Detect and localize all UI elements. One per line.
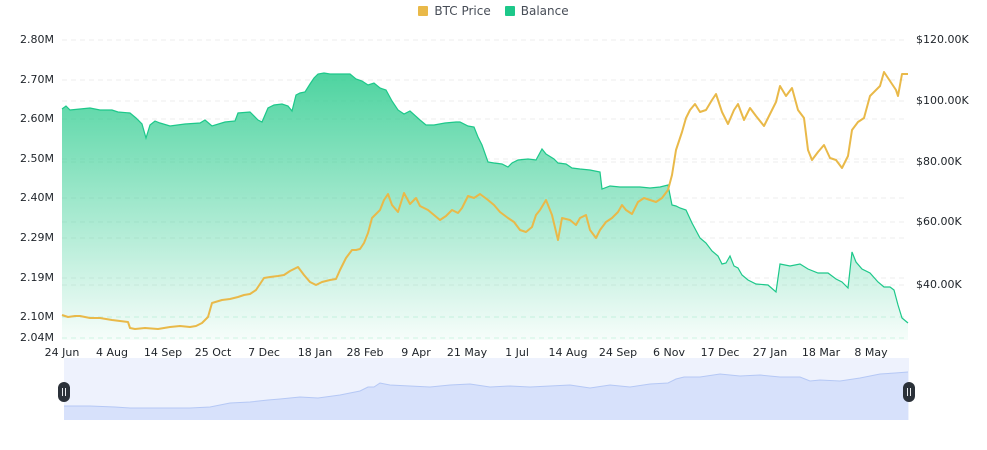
x-tick: 28 Feb [346,346,384,359]
range-slider-start-handle[interactable] [58,382,70,402]
y-tick-left: 2.04M [20,331,54,344]
y-tick-left: 2.40M [20,191,54,204]
chart-legend: BTC Price Balance [0,4,987,18]
x-tick: 18 Mar [801,346,841,359]
x-tick: 17 Dec [700,346,740,359]
range-slider-preview-area [64,372,908,420]
y-tick-left: 2.19M [20,271,54,284]
x-tick: 27 Jan [752,346,788,359]
y-tick-right: $60.00K [916,215,962,228]
y-tick-left: 2.80M [20,33,54,46]
x-tick: 7 Dec [248,346,280,359]
y-tick-right: $120.00K [916,33,969,46]
y-tick-left: 2.50M [20,152,54,165]
x-tick: 25 Oct [194,346,232,359]
legend-item-balance[interactable]: Balance [504,4,569,18]
y-tick-right: $100.00K [916,94,969,107]
legend-label-balance: Balance [520,4,569,18]
x-tick: 21 May [446,346,488,359]
grip-icon [62,388,66,396]
range-slider-end-handle[interactable] [903,382,915,402]
x-tick: 6 Nov [653,346,685,359]
x-tick: 18 Jan [297,346,333,359]
btc-price-line [61,71,908,330]
y-tick-right: $40.00K [916,278,962,291]
balance-line [61,72,909,324]
balance-area [62,73,908,340]
y-tick-left: 2.60M [20,112,54,125]
x-tick: 14 Sep [143,346,183,359]
x-tick: 14 Aug [548,346,588,359]
btc-price-swatch-icon [418,6,429,16]
y-tick-right: $80.00K [916,155,962,168]
x-tick: 4 Aug [96,346,128,359]
x-tick: 24 Jun [44,346,80,359]
range-slider-preview-line [64,371,909,409]
x-tick: 1 Jul [505,346,529,359]
y-tick-left: 2.70M [20,73,54,86]
x-tick: 24 Sep [598,346,638,359]
balance-swatch-icon [504,6,515,16]
y-tick-left: 2.29M [20,231,54,244]
x-tick: 9 Apr [401,346,431,359]
legend-item-btc-price[interactable]: BTC Price [418,4,491,18]
y-tick-left: 2.10M [20,310,54,323]
legend-label-btc-price: BTC Price [434,4,491,18]
grip-icon [907,388,911,396]
x-tick: 8 May [854,346,888,359]
